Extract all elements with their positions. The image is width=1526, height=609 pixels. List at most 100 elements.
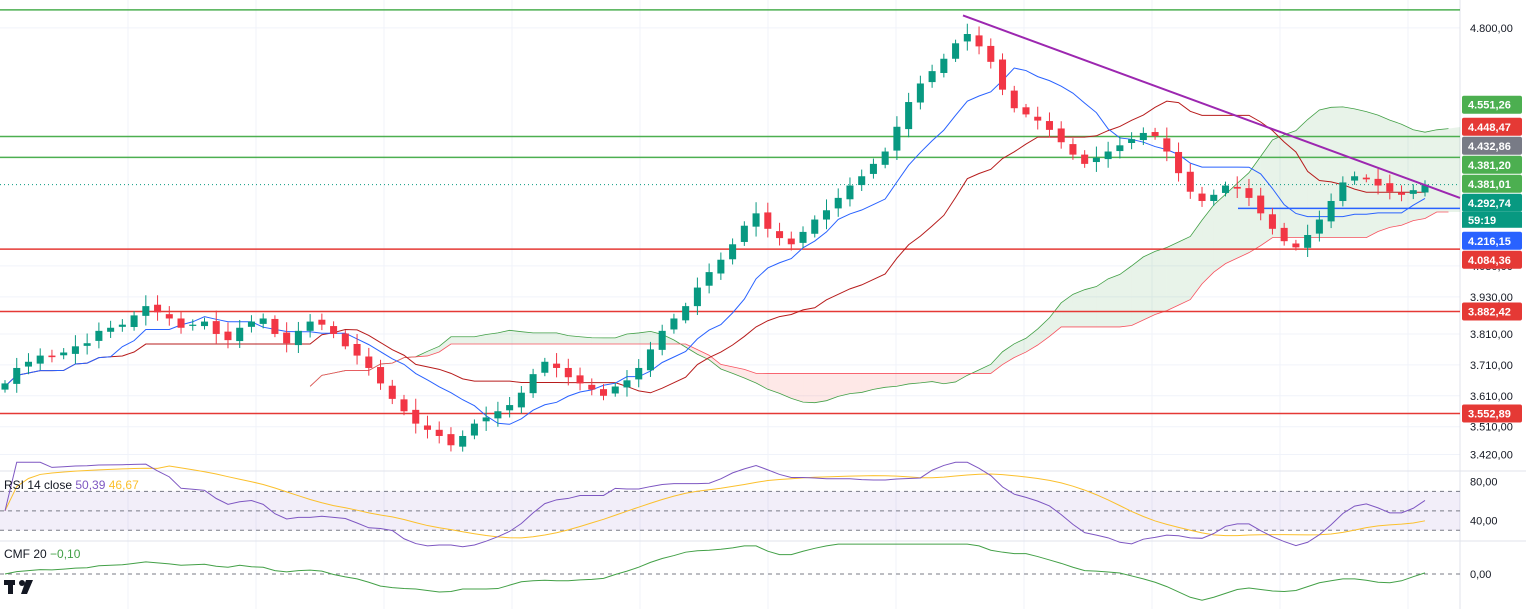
candle-body: [811, 219, 819, 234]
candle-body: [1315, 219, 1323, 234]
cloud-segment: [873, 373, 886, 390]
cloud-segment: [803, 373, 815, 403]
cloud-segment: [556, 332, 569, 345]
candle-body: [1304, 235, 1312, 248]
price-badge-label: 4.216,15: [1468, 236, 1511, 248]
candle-body: [623, 380, 631, 388]
cloud-segment: [826, 373, 839, 401]
candle-body: [224, 331, 232, 341]
candle-body: [459, 435, 467, 447]
cloud-segment: [591, 337, 604, 345]
cloud-segment: [1084, 286, 1097, 327]
price-badges: 4.551,26 4.448,47 4.432,86 4.381,20 4.381,01…: [1462, 95, 1522, 423]
candle-body: [1409, 190, 1417, 194]
candle-body: [705, 272, 713, 286]
candle-body: [999, 59, 1007, 90]
candle-body: [130, 315, 138, 327]
candle-body: [1292, 243, 1300, 248]
candle-body: [435, 429, 443, 436]
candle-body: [177, 318, 185, 328]
candle-body: [517, 392, 525, 408]
candle-body: [905, 102, 913, 130]
candle-body: [259, 318, 267, 324]
logo-bar: [4, 580, 15, 585]
rsi-ma-value: 46,67: [109, 478, 139, 492]
candle-body: [881, 151, 889, 165]
candle-body: [95, 330, 103, 341]
cloud-segment: [1155, 247, 1167, 315]
candle-body: [377, 367, 385, 384]
cloud-segment: [1448, 126, 1461, 212]
candle-body: [1186, 171, 1194, 192]
cloud-segment: [1143, 251, 1156, 321]
candle-body: [776, 231, 784, 239]
candle-body: [1057, 128, 1065, 143]
candle-body: [1221, 185, 1230, 193]
rsi-ma-line: [4, 465, 1426, 539]
cloud-segment: [1366, 111, 1379, 238]
cloud-segment: [979, 364, 991, 374]
candle-body: [1069, 144, 1077, 155]
candle-body: [1210, 194, 1218, 201]
cloud-segment: [474, 334, 487, 345]
candle-body: [564, 367, 572, 378]
candle-body: [118, 324, 126, 327]
candle-body: [611, 386, 619, 394]
candle-body: [1034, 116, 1042, 121]
candle-body: [670, 318, 678, 330]
candle-body: [13, 367, 21, 384]
cloud-segment: [1260, 139, 1273, 246]
cloud-segment: [580, 336, 592, 345]
cloud-segment: [1108, 274, 1120, 327]
cloud-segment: [920, 373, 933, 383]
cloud-segment: [603, 337, 616, 345]
cloud-segment: [626, 332, 639, 345]
cloud-segment: [1072, 289, 1085, 327]
candle-body: [1421, 184, 1429, 193]
candle-body: [822, 210, 831, 220]
cloud-segment: [943, 373, 956, 384]
candle-body: [963, 34, 971, 42]
candle-body: [294, 330, 302, 346]
candle-body: [787, 238, 795, 245]
candle-body: [1351, 176, 1359, 181]
senkou-span-b-line: [309, 211, 1449, 387]
candle-body: [1374, 178, 1382, 186]
candle-body: [271, 318, 279, 334]
cloud-segment: [1131, 256, 1144, 326]
price-tick-label: 3.810,00: [1470, 329, 1513, 341]
cloud-segment: [990, 351, 1003, 374]
price-badge: [1462, 136, 1522, 155]
logo-stem: [8, 585, 13, 594]
candle-body: [165, 314, 173, 319]
candle-body: [553, 363, 561, 368]
cloud-segment: [615, 333, 627, 345]
candle-body: [646, 349, 654, 371]
candles: [1, 23, 1429, 452]
price-badge-label: 4.381,20: [1468, 160, 1511, 172]
cmf-tick-label: 0,00: [1470, 569, 1491, 581]
price-tick-label: 4.800,00: [1470, 23, 1513, 35]
candle-body: [154, 304, 162, 313]
cloud-segment: [1096, 278, 1109, 327]
price-badge: [1462, 302, 1522, 321]
price-axis: 4.800,004.030,003.930,003.810,003.710,00…: [1470, 23, 1513, 462]
cloud-segment: [1237, 172, 1249, 259]
cloud-segment: [427, 346, 440, 356]
candle-body: [142, 306, 150, 316]
cmf-title: CMF 20 −0,10: [4, 547, 81, 561]
candle-body: [83, 343, 91, 346]
price-badge-label: 4.084,36: [1468, 255, 1511, 267]
cmf-title-text: CMF 20: [4, 547, 50, 561]
candle-body: [388, 385, 396, 399]
candle-body: [1045, 121, 1053, 130]
candle-body: [916, 83, 924, 103]
candle-body: [1386, 183, 1394, 192]
candle-body: [1362, 177, 1370, 180]
cloud-segment: [462, 336, 475, 345]
price-badge: [1462, 174, 1522, 193]
price-badge: [1462, 404, 1522, 423]
price-badge-label: 3.882,42: [1468, 307, 1511, 319]
rsi-title: RSI 14 close 50,39 46,67: [4, 478, 139, 492]
